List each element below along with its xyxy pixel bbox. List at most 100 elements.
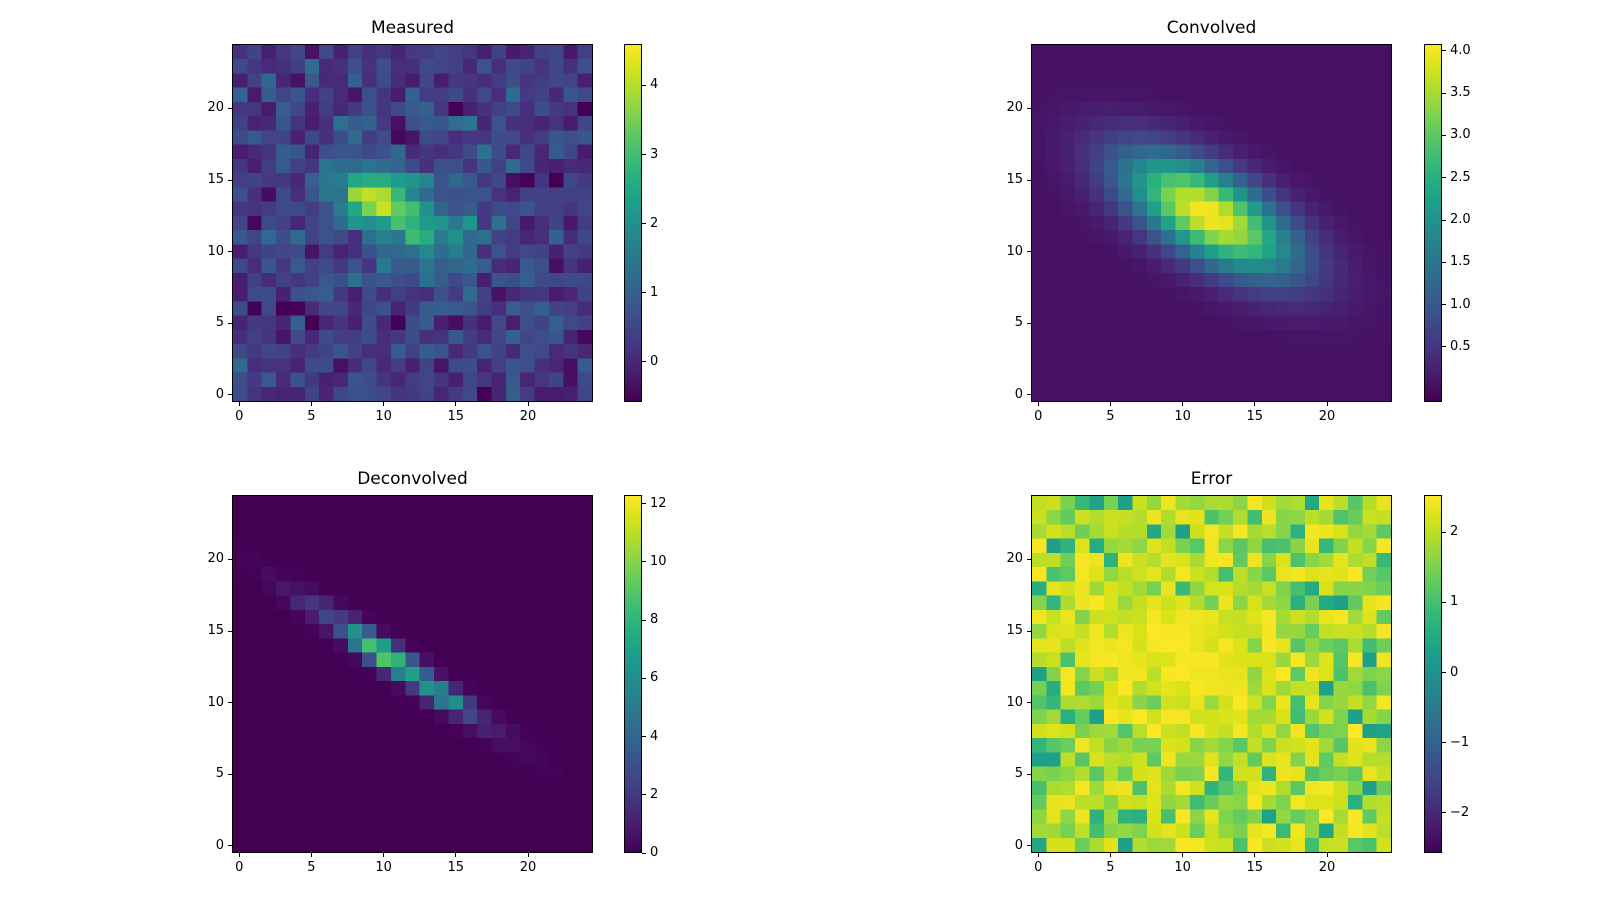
- colorbar-tick-mark: [1442, 742, 1446, 744]
- colorbar-tick-mark: [642, 736, 646, 738]
- colorbar-tick-mark: [1442, 672, 1446, 674]
- x-tick-mark: [527, 853, 529, 857]
- x-tick-mark: [1037, 402, 1039, 406]
- x-tick-label: 10: [1174, 409, 1191, 424]
- colorbar-tick-label: 0.5: [1450, 338, 1471, 354]
- chart-title-measured: Measured: [370, 18, 455, 38]
- colorbar-tick-mark: [642, 852, 646, 854]
- y-tick-label: 15: [207, 623, 224, 639]
- y-tick-label: 0: [1014, 386, 1023, 402]
- colorbar-tick-label: 3.0: [1450, 127, 1471, 143]
- colorbar-tick-label: 4.0: [1450, 42, 1471, 58]
- colorbar-tick-label: 0: [1450, 664, 1459, 680]
- x-tick-mark: [455, 402, 457, 406]
- colorbar-tick-label: 0: [650, 353, 659, 369]
- colorbar-tick-label: 10: [650, 553, 667, 569]
- y-tick-label: 15: [1006, 623, 1023, 639]
- y-tick-mark: [1027, 773, 1031, 775]
- colorbar-tick-label: −1: [1450, 734, 1470, 750]
- y-tick-label: 20: [207, 100, 224, 116]
- x-tick-label: 5: [307, 860, 316, 875]
- colorbar-tick-label: 3: [650, 146, 659, 162]
- colorbar-tick-label: 1.5: [1450, 254, 1471, 270]
- y-tick-label: 10: [207, 243, 224, 259]
- panel-convolved: Convolved 0.5 1.0 1.5 2.0 2.5 3.0 3.5 4.0 0 5 10 1…: [1006, 18, 1470, 424]
- heatmap-canvas-convolved: [1032, 45, 1391, 401]
- x-tick-mark: [527, 402, 529, 406]
- panel-deconvolved: Deconvolved 0 2 4 6 8 10 12 0 5 10 15 20 0 5 10 15 20: [207, 469, 666, 875]
- colorbar-tick-mark: [1442, 92, 1446, 94]
- x-tick-mark: [1109, 853, 1111, 857]
- y-tick-mark: [228, 251, 232, 253]
- colorbar-tick-mark: [642, 794, 646, 796]
- colorbar-tick-label: 3.5: [1450, 85, 1471, 101]
- x-tick-label: 5: [1106, 409, 1115, 424]
- y-tick-label: 20: [1006, 100, 1023, 116]
- y-tick-mark: [228, 107, 232, 109]
- colorbar-tick-mark: [642, 361, 646, 363]
- colorbar-tick-mark: [642, 677, 646, 679]
- colorbar-tick-mark: [642, 84, 646, 86]
- x-tick-mark: [238, 853, 240, 857]
- colorbar-tick-mark: [1442, 812, 1446, 814]
- x-tick-label: 15: [447, 409, 465, 424]
- x-tick-label: 5: [307, 409, 316, 424]
- x-tick-label: 10: [375, 860, 392, 875]
- colorbar-tick-label: 2: [650, 786, 659, 802]
- colorbar-gradient-deconvolved: [624, 495, 642, 853]
- heatmap-canvas-measured: [233, 45, 592, 401]
- y-tick-mark: [228, 558, 232, 560]
- colorbar-tick-mark: [642, 223, 646, 225]
- panel-measured: Measured 0 1 2 3 4 0 5 10 15 20 0 5 10 15 20: [207, 18, 658, 424]
- y-tick-label: 10: [207, 694, 224, 710]
- colorbar-gradient-error: [1424, 495, 1442, 853]
- chart-title-error: Error: [1190, 469, 1233, 489]
- y-tick-mark: [1027, 179, 1031, 181]
- colorbar-tick-label: 4: [650, 77, 659, 93]
- x-tick-mark: [310, 402, 312, 406]
- x-tick-mark: [1037, 853, 1039, 857]
- heatmap-canvas-error: [1032, 496, 1391, 852]
- y-tick-mark: [228, 394, 232, 396]
- y-tick-label: 0: [215, 386, 224, 402]
- y-tick-label: 0: [215, 837, 224, 853]
- colorbar-tick-label: 1.0: [1450, 296, 1471, 312]
- heatmap-measured: [232, 44, 593, 402]
- x-tick-label: 0: [235, 409, 244, 424]
- x-tick-label: 0: [1034, 860, 1043, 875]
- x-tick-mark: [1182, 853, 1184, 857]
- x-tick-mark: [238, 402, 240, 406]
- x-tick-label: 15: [1246, 409, 1264, 424]
- y-tick-mark: [228, 322, 232, 324]
- y-tick-mark: [1027, 702, 1031, 704]
- colorbar-tick-label: 4: [650, 728, 659, 744]
- x-tick-label: 5: [1106, 860, 1115, 875]
- x-tick-mark: [1182, 402, 1184, 406]
- colorbar-gradient-measured: [624, 44, 642, 402]
- colorbar-convolved: 0.5 1.0 1.5 2.0 2.5 3.0 3.5 4.0: [1424, 43, 1471, 402]
- colorbar-tick-label: 1: [650, 284, 659, 300]
- x-tick-mark: [1109, 402, 1111, 406]
- x-tick-label: 10: [375, 409, 392, 424]
- chart-title-deconvolved: Deconvolved: [357, 469, 468, 489]
- x-tick-mark: [310, 853, 312, 857]
- x-tick-label: 0: [235, 860, 244, 875]
- y-tick-mark: [1027, 630, 1031, 632]
- colorbar-tick-mark: [1442, 346, 1446, 348]
- colorbar-gradient-convolved: [1424, 44, 1442, 402]
- x-tick-label: 15: [447, 860, 465, 875]
- x-tick-label: 10: [1174, 860, 1191, 875]
- heatmap-deconvolved: [232, 495, 593, 853]
- colorbar-tick-mark: [1442, 134, 1446, 136]
- colorbar-tick-label: 2: [650, 215, 659, 231]
- y-tick-mark: [1027, 251, 1031, 253]
- y-tick-label: 10: [1006, 243, 1023, 259]
- y-tick-mark: [228, 845, 232, 847]
- x-tick-label: 20: [519, 409, 537, 424]
- y-tick-label: 20: [1006, 551, 1023, 567]
- colorbar-tick-label: −2: [1450, 804, 1470, 820]
- chart-title-convolved: Convolved: [1166, 18, 1257, 38]
- y-tick-mark: [1027, 394, 1031, 396]
- y-tick-label: 5: [215, 315, 224, 331]
- colorbar-tick-mark: [1442, 177, 1446, 179]
